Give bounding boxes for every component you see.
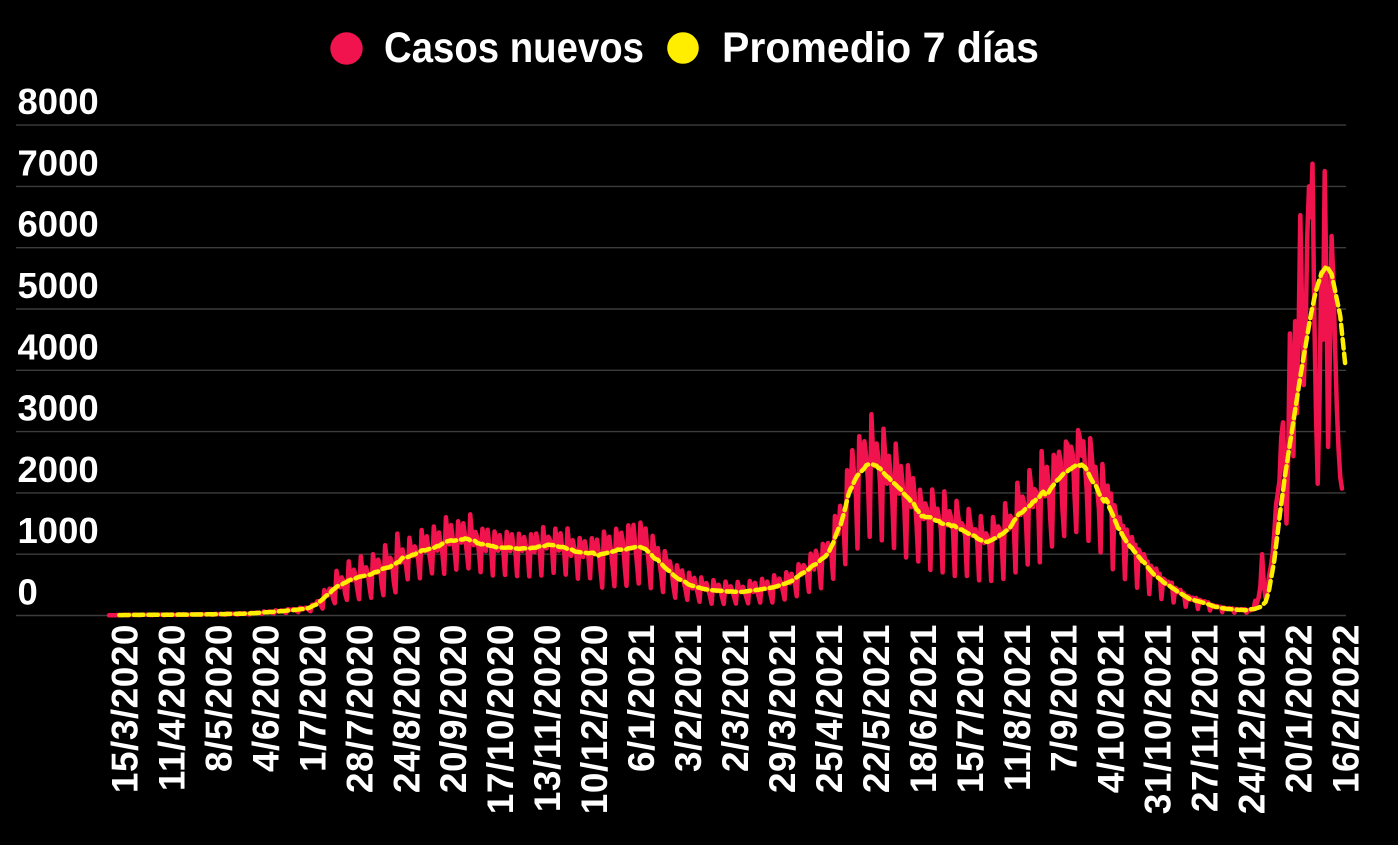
svg-text:11/8/2021: 11/8/2021 <box>997 624 1038 791</box>
svg-text:5000: 5000 <box>18 265 99 306</box>
svg-text:1/7/2020: 1/7/2020 <box>292 624 333 772</box>
svg-text:24/12/2021: 24/12/2021 <box>1232 624 1273 814</box>
svg-text:16/2/2022: 16/2/2022 <box>1326 624 1367 793</box>
svg-text:Casos nuevos: Casos nuevos <box>384 24 644 72</box>
svg-text:7000: 7000 <box>18 142 99 183</box>
svg-text:20/9/2020: 20/9/2020 <box>433 624 474 793</box>
svg-text:Promedio 7 días: Promedio 7 días <box>722 24 1039 72</box>
svg-text:31/10/2021: 31/10/2021 <box>1138 624 1179 814</box>
svg-text:3000: 3000 <box>18 388 99 429</box>
svg-text:2000: 2000 <box>18 449 99 490</box>
svg-text:15/7/2021: 15/7/2021 <box>950 624 991 793</box>
svg-text:6/1/2021: 6/1/2021 <box>621 624 662 772</box>
svg-text:4/6/2020: 4/6/2020 <box>245 624 286 772</box>
svg-text:2/3/2021: 2/3/2021 <box>715 624 756 772</box>
svg-text:20/1/2022: 20/1/2022 <box>1279 624 1320 793</box>
svg-text:24/8/2020: 24/8/2020 <box>386 624 427 793</box>
svg-text:15/3/2020: 15/3/2020 <box>105 624 146 793</box>
svg-text:0: 0 <box>18 572 38 613</box>
svg-text:13/11/2020: 13/11/2020 <box>527 624 568 812</box>
svg-text:25/4/2021: 25/4/2021 <box>809 624 850 793</box>
svg-text:8000: 8000 <box>18 81 99 122</box>
svg-text:3/2/2021: 3/2/2021 <box>668 624 709 772</box>
svg-text:10/12/2020: 10/12/2020 <box>574 624 615 814</box>
svg-text:27/11/2021: 27/11/2021 <box>1185 624 1226 812</box>
svg-text:7/9/2021: 7/9/2021 <box>1044 624 1085 772</box>
svg-text:29/3/2021: 29/3/2021 <box>762 624 803 793</box>
svg-text:22/5/2021: 22/5/2021 <box>856 624 897 793</box>
svg-text:11/4/2020: 11/4/2020 <box>152 624 193 791</box>
svg-text:4000: 4000 <box>18 326 99 367</box>
svg-text:18/6/2021: 18/6/2021 <box>903 624 944 793</box>
svg-text:8/5/2020: 8/5/2020 <box>198 624 239 772</box>
svg-text:17/10/2020: 17/10/2020 <box>480 624 521 814</box>
svg-text:4/10/2021: 4/10/2021 <box>1091 624 1132 793</box>
svg-text:28/7/2020: 28/7/2020 <box>339 624 380 793</box>
svg-text:1000: 1000 <box>18 510 99 551</box>
svg-text:6000: 6000 <box>18 204 99 245</box>
